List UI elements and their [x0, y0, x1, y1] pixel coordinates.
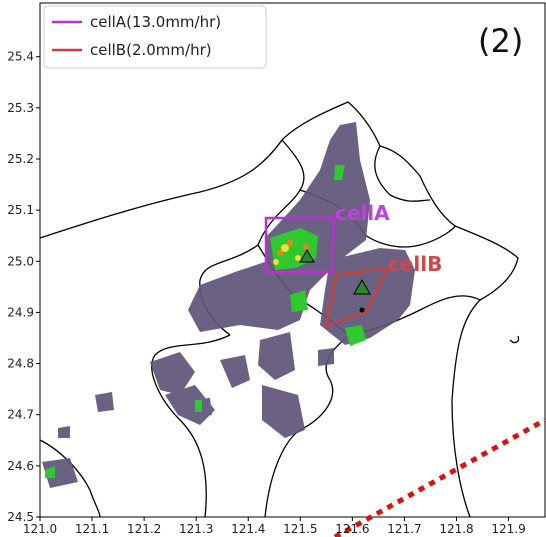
gauge [360, 308, 365, 313]
x-tick-label: 121.7 [387, 522, 421, 536]
y-tick-label: 25.2 [7, 152, 34, 166]
plot-area: cellA cellB (2) [40, 3, 545, 537]
y-tick-label: 24.5 [7, 510, 34, 524]
x-tick-label: 121.3 [179, 522, 213, 536]
x-tick-label: 121.1 [75, 522, 109, 536]
y-tick-label: 24.8 [7, 357, 34, 371]
legend-label: cellB(2.0mm/hr) [90, 41, 212, 59]
panel-label: (2) [478, 22, 523, 60]
x-tick-label: 121.9 [491, 522, 525, 536]
map-figure: cellA cellB (2) cellA(13.0mm/hr) cellB(2.… [0, 0, 546, 537]
legend: cellA(13.0mm/hr) cellB(2.0mm/hr) [44, 6, 266, 68]
x-tick-label: 121.0 [23, 522, 57, 536]
x-tick-label: 121.4 [231, 522, 265, 536]
x-tick-label: 121.5 [283, 522, 317, 536]
y-tick-label: 24.9 [7, 305, 34, 319]
x-tick-label: 121.2 [127, 522, 161, 536]
annotation: cellA [335, 201, 390, 225]
annotation: cellB [388, 252, 442, 276]
y-tick-label: 24.7 [7, 408, 34, 422]
y-tick-label: 25.4 [7, 50, 34, 64]
y-tick-label: 24.6 [7, 459, 34, 473]
x-tick-label: 121.6 [335, 522, 369, 536]
legend-label: cellA(13.0mm/hr) [90, 13, 221, 31]
y-tick-label: 25.1 [7, 203, 34, 217]
y-tick-label: 25.0 [7, 254, 34, 268]
y-tick-label: 25.3 [7, 101, 34, 115]
x-tick-label: 121.8 [439, 522, 473, 536]
